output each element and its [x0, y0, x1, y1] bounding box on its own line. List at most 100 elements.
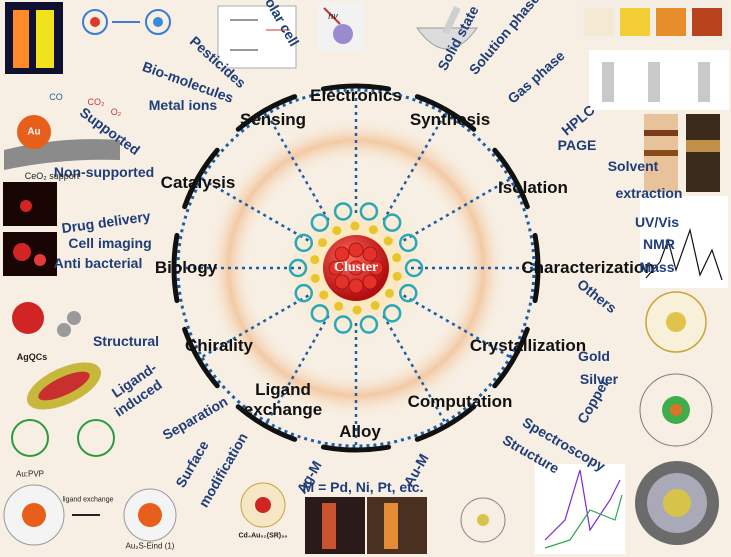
ligand-ring	[404, 258, 424, 278]
sulfur-atom	[370, 300, 380, 310]
hub-alloy: Alloy	[339, 422, 381, 441]
inset-tubes	[305, 497, 427, 554]
metal-atom	[334, 274, 350, 290]
hub-isolation: Isolation	[498, 178, 568, 197]
hub-chirality: Chirality	[184, 336, 254, 355]
inset-co2-caption: CO₂	[87, 97, 105, 107]
hub-sensing: Sensing	[239, 110, 307, 129]
inset-spectrum	[640, 196, 728, 288]
hub-arc	[171, 232, 180, 304]
ligand-ring	[288, 258, 308, 278]
hub-arc	[235, 404, 298, 442]
sulfur-atom	[352, 305, 362, 315]
metal-atom	[362, 274, 378, 290]
sulfur-atom	[392, 271, 402, 281]
metal-atom	[348, 278, 364, 294]
hub-arc	[182, 326, 220, 389]
ligand-ring	[310, 304, 330, 323]
core-atoms	[328, 242, 384, 294]
app-anti-bacterial: Anti bacterial	[53, 255, 143, 271]
app-nmr: NMR	[643, 236, 675, 252]
inset-vials	[5, 2, 63, 74]
ligand-ring	[333, 315, 353, 334]
hub-electronics: Electronics	[310, 86, 402, 105]
inset-dendrimer	[82, 9, 171, 35]
app-gold: Gold	[578, 348, 610, 364]
app-page: PAGE	[557, 137, 597, 153]
ligand-ring	[294, 233, 313, 253]
inset-agqcs	[12, 302, 81, 337]
inset-bacteria	[26, 362, 102, 410]
hub-arc	[532, 232, 541, 304]
sulfur-atom	[350, 221, 360, 231]
inset-vial-series	[579, 4, 729, 40]
sulfur-atom	[318, 238, 328, 248]
hub-arc	[492, 326, 530, 389]
metal-atom	[362, 246, 378, 262]
ligand-ring	[399, 283, 418, 303]
app-structural: Structural	[92, 333, 160, 349]
ligand-ring	[382, 213, 402, 232]
dotted-ring	[176, 88, 536, 448]
inset-cd-cluster	[240, 482, 286, 528]
app-non-supported: Non-supported	[53, 164, 155, 180]
inset-crystal-wire	[639, 373, 713, 447]
inset-ball-cluster	[635, 461, 719, 545]
ligand-ring	[310, 213, 330, 232]
hub-arc	[320, 444, 392, 453]
ligand-ring	[399, 233, 418, 253]
app-extraction: extraction	[615, 185, 683, 201]
inset-hv-caption: hv	[328, 11, 338, 21]
metal-atom	[334, 246, 350, 262]
ligand-ring	[359, 202, 379, 221]
hub-crystallization: Crystallization	[469, 336, 587, 355]
inset-green-clusters	[11, 419, 115, 457]
hub-arc	[182, 147, 220, 210]
hub-arcs	[171, 83, 541, 453]
inset-ceo2-caption: CeO₂ support	[24, 171, 80, 181]
center-label: Cluster	[333, 260, 379, 275]
metal-atom	[328, 260, 344, 276]
inset-plot	[535, 464, 625, 554]
inset-co-caption: CO	[49, 92, 63, 102]
inset-o2-caption: O₂	[110, 107, 122, 117]
inset-gel	[644, 114, 720, 192]
hub-characterization: Characterization	[521, 258, 655, 277]
hub-ligand-exchange-1: Ligand	[255, 380, 311, 399]
app-solvent: Solvent	[607, 158, 659, 174]
app-metal-ions: Metal ions	[148, 97, 218, 113]
inset-aupvp-caption: Au:PVP	[15, 469, 45, 479]
hub-catalysis: Catalysis	[160, 173, 236, 192]
app-m-eq: M = Pd, Ni, Pt, etc.	[302, 479, 424, 495]
hub-arc	[235, 94, 298, 132]
metal-atom	[368, 260, 384, 276]
metal-atom	[348, 242, 364, 258]
inset-agqcs-caption: AgQCs	[16, 352, 48, 362]
inset-ligex-caption: ligand exchange	[62, 496, 114, 504]
inset-columns	[589, 50, 729, 110]
ligand-shell	[288, 202, 424, 334]
hub-arc	[320, 83, 392, 92]
sulfur-atom	[384, 288, 394, 298]
inset-crystal-gold	[645, 291, 707, 353]
inset-molecule	[460, 497, 506, 543]
hub-synthesis: Synthesis	[409, 110, 491, 129]
sulfur-atom	[368, 225, 378, 235]
inset-mortar	[416, 6, 478, 50]
app-mass: Mass	[639, 259, 675, 275]
ligand-ring	[382, 304, 402, 323]
sulfur-atom	[310, 255, 320, 265]
inset-cd-caption: Cd₄Au₅₂(SR)₃₆	[238, 532, 288, 540]
ligand-ring	[333, 202, 353, 221]
inset-imaging	[3, 182, 57, 276]
hub-biology: Biology	[154, 258, 218, 277]
inset-catalysis	[4, 115, 120, 170]
hub-computation: Computation	[407, 392, 513, 411]
hub-arc	[414, 94, 477, 132]
hub-ligand-exchange-2: exchange	[243, 400, 323, 419]
inset-solar	[318, 2, 364, 52]
inset-energy	[217, 5, 297, 69]
app-uv-vis: UV/Vis	[634, 214, 680, 230]
sulfur-atom	[383, 236, 393, 246]
